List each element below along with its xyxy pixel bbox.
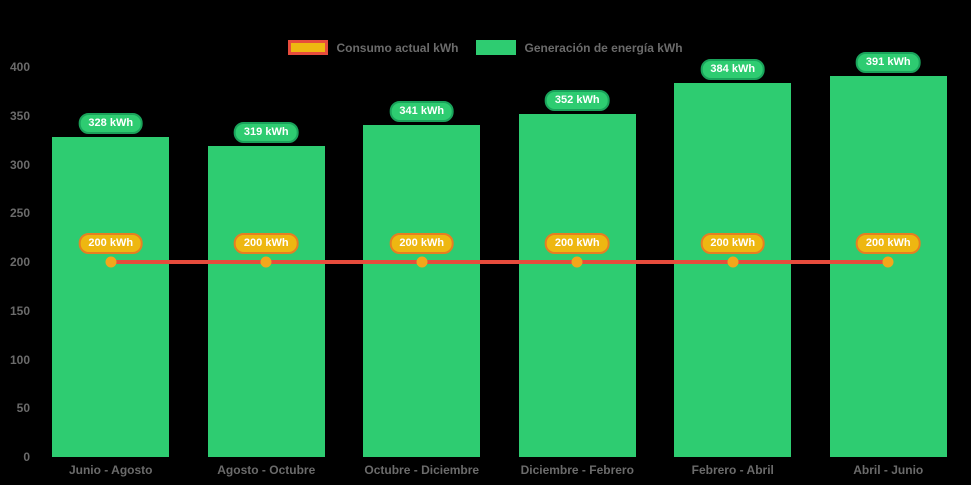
x-axis-category-label: Junio - Agosto [68, 463, 153, 477]
y-axis-tick-label: 300 [9, 157, 30, 172]
line-value-label: 200 kWh [700, 233, 766, 254]
line-value-label: 200 kWh [78, 233, 144, 254]
x-axis-category-label: Octubre - Diciembre [364, 463, 480, 477]
consumption-line [110, 260, 889, 264]
legend-item-generacion[interactable]: Generación de energía kWh [476, 40, 683, 55]
bar-1[interactable] [52, 137, 170, 457]
bar-value-label: 341 kWh [389, 100, 455, 122]
line-value-label: 200 kWh [855, 233, 921, 254]
line-point-5[interactable] [727, 256, 739, 268]
line-point-6[interactable] [882, 256, 894, 268]
y-axis-tick-label: 150 [9, 303, 30, 318]
y-axis-tick-label: 0 [23, 450, 30, 464]
bar-4[interactable] [518, 113, 636, 457]
legend: Consumo actual kWh Generación de energía… [0, 40, 971, 55]
bar-5[interactable] [674, 82, 792, 457]
line-point-2[interactable] [260, 256, 272, 268]
x-axis-category-label: Diciembre - Febrero [520, 463, 634, 477]
line-value-label: 200 kWh [389, 233, 455, 254]
line-point-4[interactable] [571, 256, 583, 268]
x-axis-category-label: Febrero - Abril [691, 463, 774, 477]
line-point-3[interactable] [416, 256, 428, 268]
legend-label-generacion: Generación de energía kWh [524, 40, 683, 55]
line-value-label: 200 kWh [544, 233, 610, 254]
y-axis-tick-label: 350 [9, 108, 30, 123]
line-value-label: 200 kWh [233, 233, 299, 254]
y-axis-tick-label: 250 [9, 206, 30, 221]
y-axis-tick-label: 50 [16, 401, 30, 416]
legend-swatch-generacion-icon [476, 40, 517, 55]
y-axis-tick-label: 400 [9, 60, 30, 74]
bar-2[interactable] [207, 145, 325, 457]
legend-item-consumo-actual[interactable]: Consumo actual kWh [288, 40, 458, 55]
y-axis-tick-label: 100 [9, 352, 30, 367]
bar-value-label: 384 kWh [700, 58, 766, 80]
bar-value-label: 328 kWh [78, 113, 144, 135]
x-axis-category-label: Abril - Junio [853, 463, 924, 477]
y-axis: 0 50 100 150 200 250 300 350 400 [0, 0, 30, 485]
y-axis-tick-label: 200 [9, 255, 30, 269]
x-axis: Junio - Agosto Agosto - Octubre Octubre - … [33, 463, 966, 483]
bar-3[interactable] [363, 124, 481, 457]
legend-label-consumo: Consumo actual kWh [336, 40, 459, 55]
bar-value-label: 391 kWh [855, 51, 921, 73]
bar-value-label: 319 kWh [233, 121, 299, 143]
x-axis-category-label: Agosto - Octubre [217, 463, 316, 477]
bar-value-label: 352 kWh [544, 89, 610, 111]
line-point-1[interactable] [105, 256, 117, 268]
plot-area: 328 kWh 319 kWh 341 kWh 352 kWh 384 kWh 391 k… [33, 51, 966, 457]
legend-swatch-consumo-icon [288, 40, 329, 55]
